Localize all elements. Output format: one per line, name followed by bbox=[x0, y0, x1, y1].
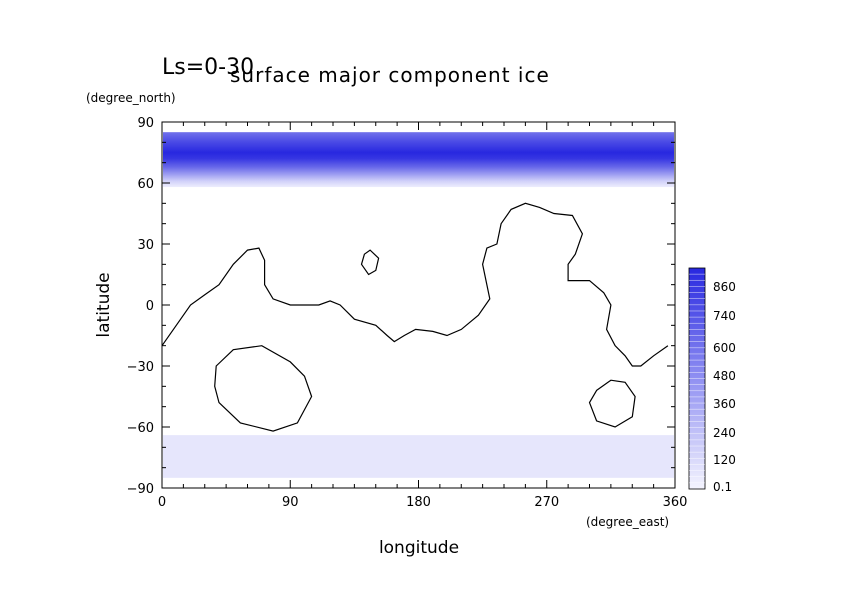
colorbar-label: 740 bbox=[713, 309, 736, 323]
x-tick-label: 360 bbox=[663, 495, 688, 510]
y-unit-label: (degree_north) bbox=[86, 91, 176, 105]
coastline-4 bbox=[588, 379, 636, 428]
colorbar-bands bbox=[689, 273, 705, 484]
coastline-2 bbox=[360, 249, 380, 276]
coastlines bbox=[161, 202, 669, 432]
axis-ticks: 0 90 180 270 360 90 60 30 0 −30 −60 −90 bbox=[127, 116, 688, 510]
x-tick-label: 180 bbox=[406, 495, 431, 510]
colorbar-label: 860 bbox=[713, 280, 736, 294]
y-tick-label: −60 bbox=[127, 421, 154, 436]
x-tick-label: 0 bbox=[158, 495, 166, 510]
colorbar-label: 480 bbox=[713, 369, 736, 383]
colorbar-labels: 0.1 120 240 360 480 600 740 860 bbox=[713, 280, 736, 494]
chart-subtitle: Ls=0-30 bbox=[162, 55, 254, 80]
north-polar-cap bbox=[163, 132, 674, 188]
y-tick-label: 60 bbox=[137, 177, 154, 192]
colorbar-label: 240 bbox=[713, 426, 736, 440]
x-axis-label: longitude bbox=[379, 538, 459, 558]
x-unit-label: (degree_east) bbox=[586, 515, 669, 529]
x-tick-label: 270 bbox=[534, 495, 559, 510]
y-tick-label: 0 bbox=[146, 299, 154, 314]
colorbar-label: 0.1 bbox=[713, 480, 732, 494]
y-tick-label: 30 bbox=[137, 238, 154, 253]
colorbar-label: 120 bbox=[713, 453, 736, 467]
colorbar-label: 600 bbox=[713, 341, 736, 355]
plot-area: 0 90 180 270 360 90 60 30 0 −30 −60 −90 bbox=[127, 116, 688, 510]
colorbar: 0.1 120 240 360 480 600 740 860 bbox=[688, 267, 736, 494]
chart-title: surface major component ice bbox=[230, 63, 550, 87]
y-tick-label: −30 bbox=[127, 360, 154, 375]
south-polar-cap bbox=[163, 435, 674, 478]
y-tick-label: −90 bbox=[127, 482, 154, 497]
y-axis-label: latitude bbox=[94, 272, 114, 337]
y-tick-label: 90 bbox=[137, 116, 154, 131]
colorbar-label: 360 bbox=[713, 397, 736, 411]
coastline-1 bbox=[161, 202, 669, 367]
coastline-3 bbox=[214, 345, 313, 432]
x-tick-label: 90 bbox=[282, 495, 299, 510]
